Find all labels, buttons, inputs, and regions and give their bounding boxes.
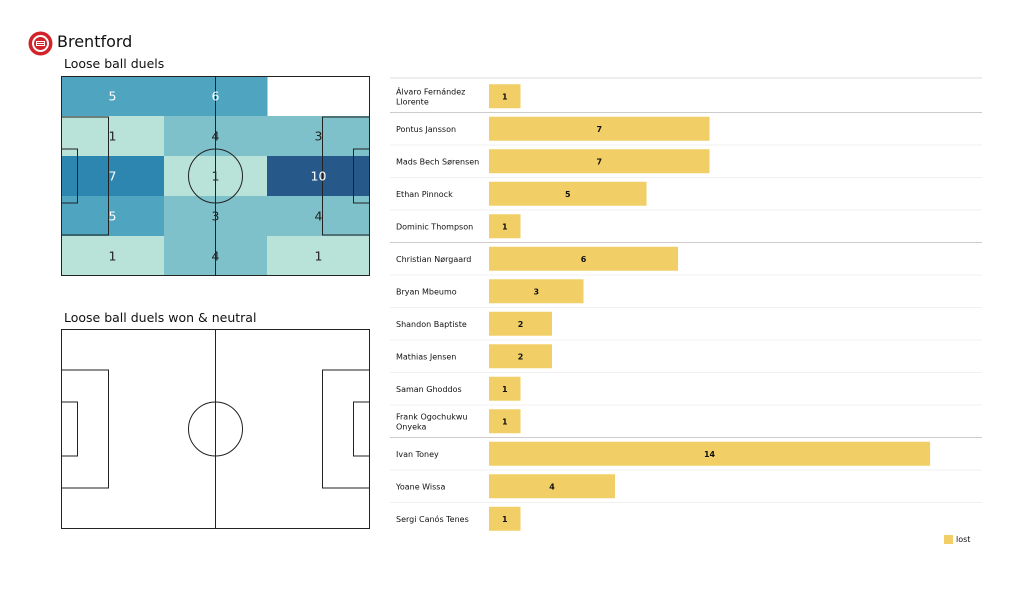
left-goal-area — [61, 401, 78, 457]
bar-lost — [489, 376, 521, 401]
player-label: Dominic Thompson — [396, 222, 473, 231]
heatmap-cell-value: 5 — [109, 89, 117, 104]
bar-value-label: 3 — [533, 287, 539, 296]
player-label: Sergi Canós Tenes — [396, 514, 469, 524]
bar-lost — [489, 84, 521, 109]
pitch-heatmap-title: Loose ball duels — [64, 56, 165, 71]
bar-lost — [489, 214, 521, 239]
bar-value-label: 1 — [502, 385, 508, 394]
bar-value-label: 7 — [596, 157, 602, 166]
loose-ball-duels-heatmap: 5 6 1 4 3 7 1 10 5 3 4 1 4 1 — [61, 76, 370, 276]
heatmap-cell-value: 1 — [315, 249, 323, 264]
heatmap-cell-value: 3 — [212, 209, 220, 224]
bar-lost — [489, 344, 553, 369]
heatmap-cell-value: 4 — [315, 209, 323, 224]
player-label: Shandon Baptiste — [396, 320, 467, 329]
bar-lost — [489, 279, 584, 304]
pitch-markings — [61, 329, 370, 529]
bar-value-label: 2 — [518, 352, 524, 361]
heatmap-cell-value: 6 — [212, 89, 220, 104]
player-bar-chart: Álvaro Fernández Llorente 1 Pontus Jansson 7… — [390, 77, 982, 531]
center-circle — [188, 148, 243, 204]
bar-lost — [489, 311, 553, 336]
heatmap-cell — [267, 156, 370, 197]
heatmap-cell-value: 1 — [212, 169, 220, 184]
pitch-markings — [61, 76, 370, 276]
team-name: Brentford — [57, 32, 133, 51]
bar-value-label: 1 — [502, 515, 508, 524]
heatmap-cell — [61, 196, 165, 237]
player-label: Mads Bech Sørensen — [396, 157, 479, 166]
bar-value-label: 4 — [549, 482, 555, 491]
bar-value-label: 7 — [596, 125, 602, 134]
center-circle — [188, 401, 243, 457]
brentford-crest-icon — [28, 31, 53, 56]
heatmap-cell — [61, 116, 165, 157]
player-label: Yoane Wissa — [395, 482, 445, 491]
bar-lost — [489, 246, 679, 271]
heatmap-cell — [267, 116, 370, 157]
bar-lost — [489, 506, 521, 531]
bar-lost — [489, 181, 647, 206]
heatmap-cell-value: 3 — [315, 129, 323, 144]
player-label: Álvaro Fernández Llorente — [396, 85, 465, 106]
legend-label-lost: lost — [956, 535, 971, 544]
loose-ball-duels-won-neutral-pitch — [61, 329, 370, 529]
heatmap-cell-value: 10 — [311, 169, 327, 184]
bar-lost — [489, 441, 931, 466]
heatmap-cell — [267, 196, 370, 237]
bar-value-label: 1 — [502, 222, 508, 231]
heatmap-cell-value: 1 — [109, 249, 117, 264]
pitch-won-neutral-title: Loose ball duels won & neutral — [64, 310, 257, 325]
bar-value-label: 5 — [565, 190, 571, 199]
player-label: Frank Ogochukwu Onyeka — [396, 412, 468, 431]
bar-lost — [489, 474, 616, 499]
player-label: Mathias Jensen — [396, 352, 456, 361]
bar-lost — [489, 149, 710, 174]
player-label: Bryan Mbeumo — [396, 287, 457, 296]
right-goal-area — [353, 148, 370, 204]
heatmap-cell-value: 4 — [212, 129, 220, 144]
player-label: Christian Nørgaard — [396, 255, 471, 264]
right-penalty-box — [322, 369, 370, 489]
bar-lost — [489, 409, 521, 434]
bar-value-label: 2 — [518, 320, 524, 329]
bar-value-label: 14 — [704, 450, 716, 459]
player-label: Saman Ghoddos — [396, 385, 462, 394]
left-penalty-box — [61, 369, 109, 489]
player-label: Ivan Toney — [396, 450, 439, 459]
legend-swatch-lost — [944, 535, 953, 544]
heatmap-cell — [61, 76, 165, 117]
bar-lost — [489, 116, 710, 141]
bar-value-label: 6 — [581, 255, 587, 264]
right-goal-area — [353, 401, 370, 457]
bar-value-label: 1 — [502, 92, 508, 101]
heatmap-cell-value: 5 — [109, 209, 117, 224]
heatmap-cell — [61, 236, 165, 276]
player-label: Pontus Jansson — [396, 125, 456, 134]
heatmap-cell-value: 7 — [109, 169, 117, 184]
left-goal-area — [61, 148, 78, 204]
heatmap-cell — [61, 156, 165, 197]
heatmap-cell-value: 4 — [212, 249, 220, 264]
heatmap-cell — [267, 236, 370, 276]
heatmap-cell-value: 1 — [109, 129, 117, 144]
player-label: Ethan Pinnock — [396, 190, 453, 199]
bar-value-label: 1 — [502, 417, 508, 426]
